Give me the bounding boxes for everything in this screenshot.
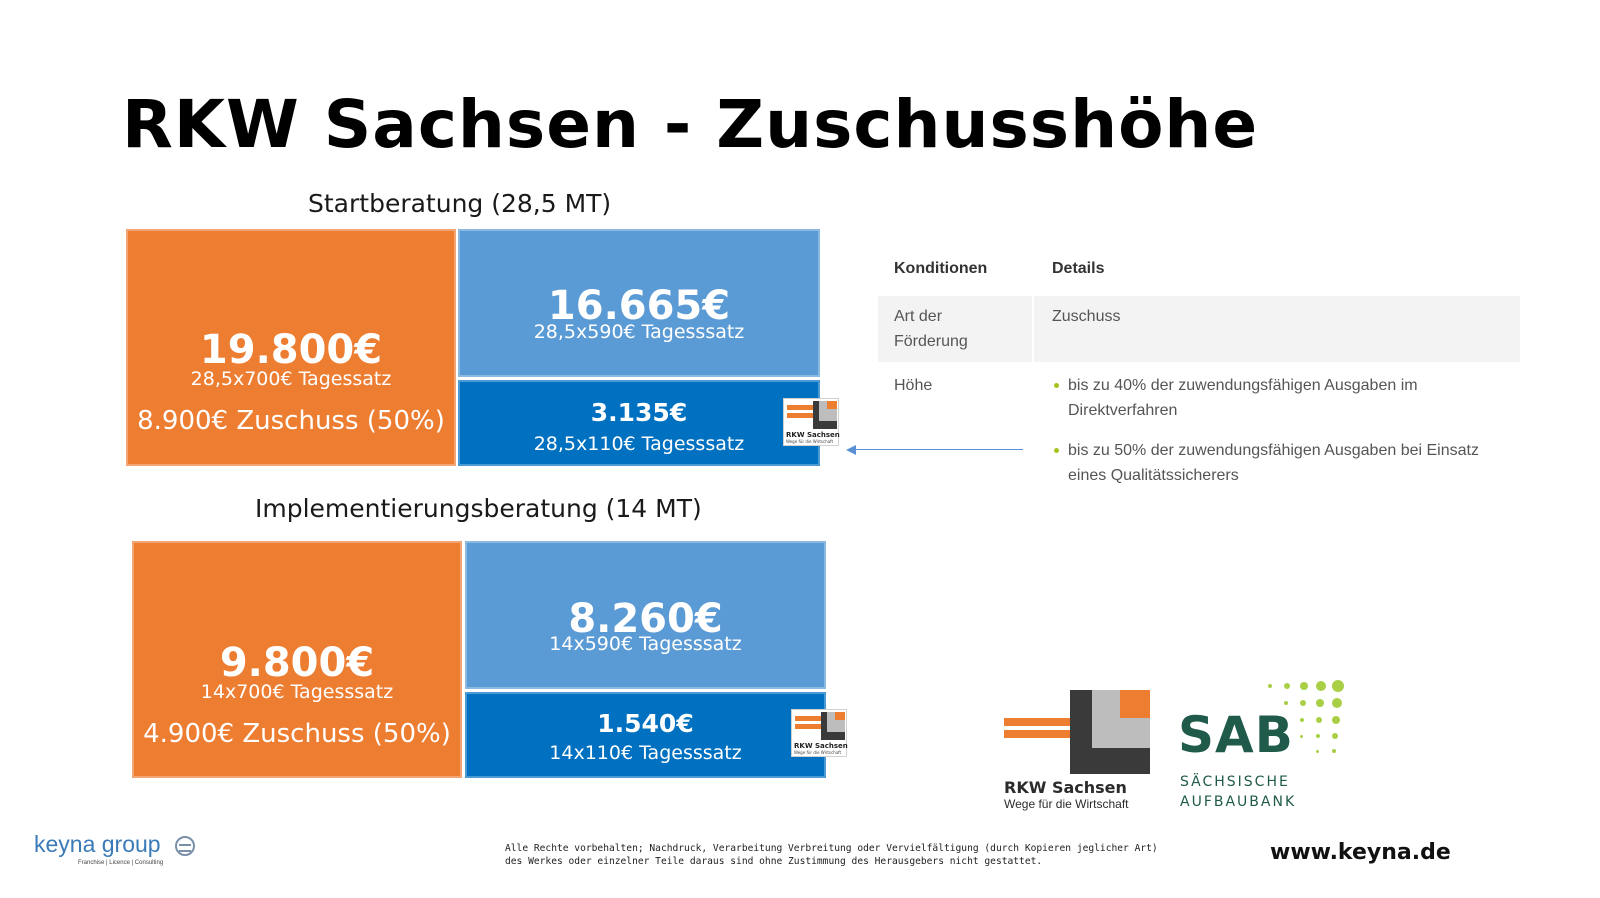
- impl-total-amount: 9.800€: [219, 640, 375, 686]
- rkw-mini-logo-2-name: RKW Sachsen: [794, 742, 848, 750]
- sab-logo: SAB SÄCHSISCHE AUFBAUBANK: [1178, 680, 1358, 815]
- impl-total-box: 9.800€ 14x700€ Tagesssatz 4.900€ Zuschus…: [132, 541, 462, 778]
- keyna-brand-sub: Franchise | Licence | Consulting: [78, 860, 164, 866]
- implementierung-heading: Implementierungsberatung (14 MT): [255, 494, 702, 523]
- rkw-mini-logo-2: RKW Sachsen Wege für die Wirtschaft: [791, 709, 848, 757]
- rkw-logo-name: RKW Sachsen: [1004, 778, 1127, 797]
- conditions-art-label-2: Förderung: [894, 333, 968, 350]
- conditions-bullet2-line2: eines Qualitätssicherers: [1068, 467, 1239, 484]
- conditions-bullet1-line2: Direktverfahren: [1068, 402, 1178, 419]
- start-total-calc: 28,5x700€ Tagessatz: [190, 368, 392, 390]
- start-grant: 8.900€ Zuschuss (50%): [137, 406, 445, 436]
- start-total-amount: 19.800€: [199, 327, 383, 373]
- startberatung-heading: Startberatung (28,5 MT): [308, 189, 612, 218]
- rkw-logo-slogan: Wege für die Wirtschaft: [1004, 797, 1129, 811]
- start-part2-amount: 3.135€: [590, 398, 688, 427]
- start-part1-calc: 28,5x590€ Tagesssatz: [533, 321, 745, 343]
- conditions-art-value: Zuschuss: [1052, 308, 1121, 325]
- rkw-mini-logo-2-slogan: Wege für die Wirtschaft: [794, 750, 842, 755]
- copyright-line1: Alle Rechte vorbehalten; Nachdruck, Vera…: [505, 843, 1158, 854]
- impl-total-calc: 14x700€ Tagesssatz: [200, 681, 394, 703]
- conditions-hoehe-label: Höhe: [894, 377, 933, 394]
- impl-part1-calc: 14x590€ Tagesssatz: [549, 633, 742, 655]
- start-part1-box: 16.665€ 28,5x590€ Tagesssatz: [458, 229, 820, 377]
- website-url: www.keyna.de: [1270, 840, 1451, 865]
- bullet-dot-icon: [1054, 383, 1059, 388]
- rkw-mini-logo-slogan: Wege für die Wirtschaft: [786, 439, 834, 444]
- impl-part1-box: 8.260€ 14x590€ Tagesssatz: [465, 541, 826, 689]
- arrow-left-icon: [846, 445, 856, 455]
- conditions-header-konditionen: Konditionen: [894, 260, 988, 277]
- keyna-globe-icon: [175, 836, 195, 856]
- sab-logo-word: SAB: [1178, 706, 1294, 764]
- impl-part2-amount: 1.540€: [597, 709, 694, 738]
- pointer-arrow-line: [855, 449, 1023, 450]
- copyright-notice: Alle Rechte vorbehalten; Nachdruck, Vera…: [505, 842, 1158, 868]
- page-title: RKW Sachsen - Zuschusshöhe: [122, 86, 1259, 163]
- conditions-bullet2-line1: bis zu 50% der zuwendungsfähigen Ausgabe…: [1068, 442, 1479, 459]
- conditions-bullet1-line1: bis zu 40% der zuwendungsfähigen Ausgabe…: [1068, 377, 1418, 394]
- sab-logo-line1: SÄCHSISCHE: [1180, 774, 1290, 790]
- keyna-brand: keyna group: [34, 831, 161, 857]
- start-part2-box: 3.135€ 28,5x110€ Tagesssatz: [458, 380, 820, 466]
- conditions-art-label-1: Art der: [894, 308, 943, 325]
- conditions-header-details: Details: [1052, 260, 1105, 277]
- rkw-sachsen-logo: RKW Sachsen Wege für die Wirtschaft: [1004, 690, 1150, 812]
- sab-logo-line2: AUFBAUBANK: [1180, 794, 1297, 810]
- impl-grant: 4.900€ Zuschuss (50%): [143, 719, 451, 749]
- conditions-row-art: Art der Förderung Zuschuss: [878, 296, 1520, 362]
- impl-part2-calc: 14x110€ Tagesssatz: [549, 742, 742, 764]
- rkw-mini-logo: RKW Sachsen Wege für die Wirtschaft: [783, 398, 840, 446]
- start-total-box: 19.800€ 28,5x700€ Tagessatz 8.900€ Zusch…: [126, 229, 456, 466]
- start-part1-amount: 16.665€: [547, 283, 731, 329]
- copyright-line2: des Werkes oder einzelner Teile daraus s…: [505, 856, 1043, 867]
- impl-part2-box: 1.540€ 14x110€ Tagesssatz: [465, 692, 826, 778]
- keyna-logo: keyna group Franchise | Licence | Consul…: [34, 831, 195, 866]
- rkw-mini-logo-name: RKW Sachsen: [786, 431, 840, 439]
- start-part2-calc: 28,5x110€ Tagesssatz: [533, 433, 745, 455]
- bullet-dot-icon: [1054, 448, 1059, 453]
- impl-part1-amount: 8.260€: [568, 596, 723, 642]
